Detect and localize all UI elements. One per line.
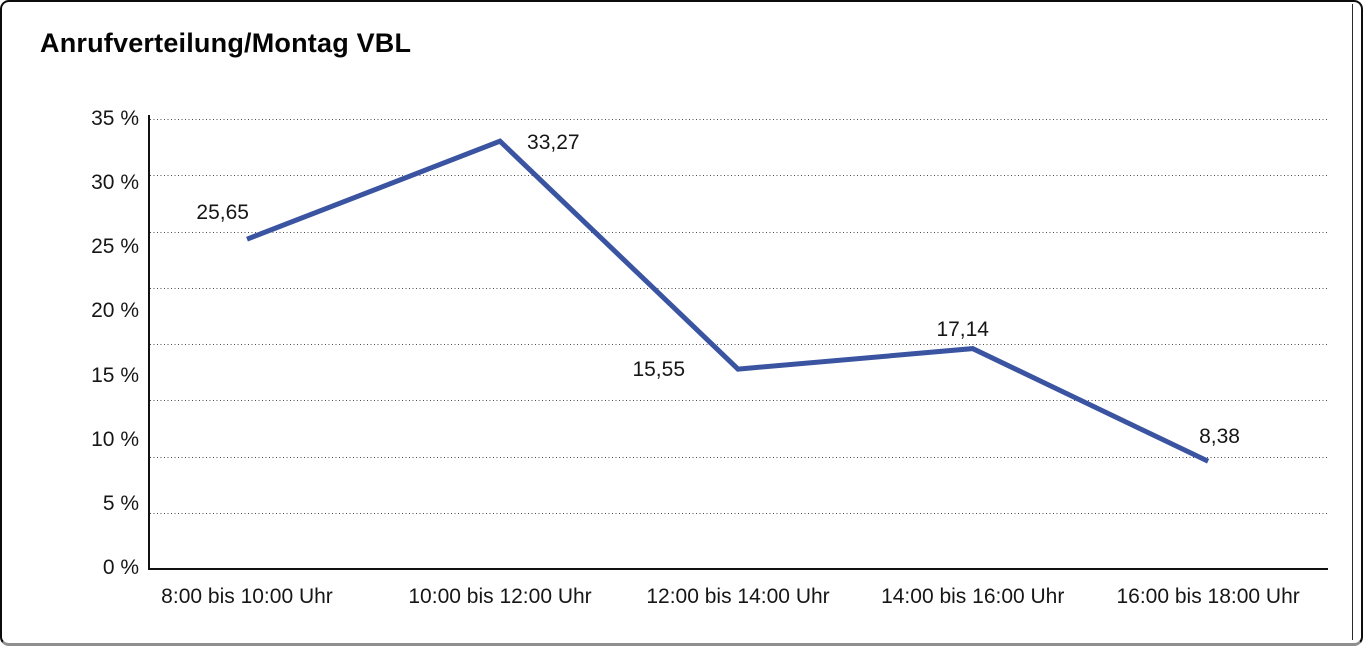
y-tick-label: 15 % xyxy=(91,363,139,387)
gridline xyxy=(150,456,1327,458)
y-tick-label: 35 % xyxy=(91,107,139,131)
line-series xyxy=(246,138,1210,464)
x-tick-label: 12:00 bis 14:00 Uhr xyxy=(646,585,830,608)
gridline xyxy=(150,119,1327,120)
gridline xyxy=(150,287,1327,289)
data-point-label: 15,55 xyxy=(632,358,686,382)
x-axis-line xyxy=(148,568,1328,570)
y-tick-label: 25 % xyxy=(91,235,139,259)
y-tick-label: 20 % xyxy=(91,299,139,323)
gridline xyxy=(150,512,1327,514)
gridline xyxy=(150,344,1327,345)
inner-right-border-line xyxy=(1352,4,1353,640)
y-tick-label: 0 % xyxy=(102,556,139,579)
gridline xyxy=(150,400,1327,402)
gridline xyxy=(150,175,1327,177)
data-point-label: 33,27 xyxy=(527,131,580,155)
plot-area: 25,65 33,27 15,55 17,14 8,38 xyxy=(150,119,1327,569)
series-polyline xyxy=(246,138,1210,464)
y-tick-label: 30 % xyxy=(91,171,139,195)
data-point-label: 8,38 xyxy=(1199,425,1240,449)
y-tick-label: 5 % xyxy=(102,491,139,515)
data-point-label: 25,65 xyxy=(196,201,249,225)
x-tick-label: 16:00 bis 18:00 Uhr xyxy=(1116,585,1300,608)
x-tick-label: 8:00 bis 10:00 Uhr xyxy=(161,585,333,608)
y-axis-line xyxy=(148,115,150,570)
y-tick-label: 10 % xyxy=(91,427,139,451)
gridline xyxy=(150,231,1327,233)
x-tick-label: 10:00 bis 12:00 Uhr xyxy=(408,585,592,608)
data-point-label: 17,14 xyxy=(936,317,989,341)
chart-title: Anrufverteilung/Montag VBL xyxy=(40,28,412,58)
x-tick-label: 14:00 bis 16:00 Uhr xyxy=(881,585,1065,608)
